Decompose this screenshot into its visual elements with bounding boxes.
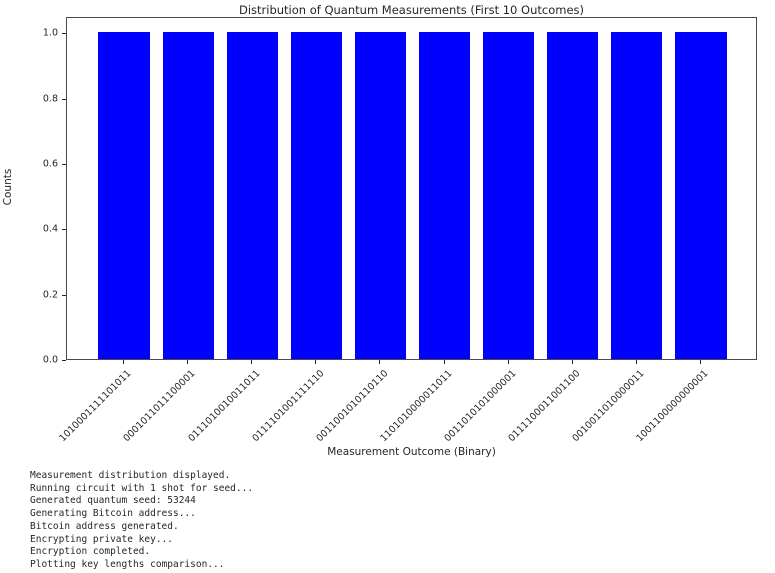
y-tick-label: 0.0 [42,354,58,366]
y-tick-mark [62,360,66,361]
y-axis-label: Counts [2,168,14,206]
x-tick-mark [379,360,381,364]
console-line: Running circuit with 1 shot for seed... [30,482,254,494]
bar [418,32,471,359]
bar [290,32,342,359]
console-line: Encryption completed. [30,546,151,558]
x-tick-mark [507,360,509,364]
chart-title: Distribution of Quantum Measurements (Fi… [238,3,584,17]
console-line: Plotting key lengths comparison... [30,558,225,570]
y-tick-label: 1.0 [42,27,58,39]
y-tick-label: 0.2 [42,289,58,301]
x-tick-mark [187,360,189,364]
x-tick-label: 0111101001111110 [249,368,327,445]
x-tick-label: 0001011011100001 [121,368,198,445]
x-tick-mark [635,360,637,364]
console-line: Generated quantum seed: 53244 [30,495,196,507]
y-tick-mark [62,229,66,231]
x-axis-label: Measurement Outcome (Binary) [327,446,496,458]
x-tick-mark [123,360,125,364]
bar [354,32,407,359]
bar [547,32,599,359]
y-tick-mark [62,294,66,296]
console-line: Measurement distribution displayed. [30,470,231,481]
console-line: Generating Bitcoin address... [30,508,196,520]
bar [611,32,663,359]
x-tick-label: 0010011010000011 [570,368,647,445]
bar [162,32,214,359]
bar [226,32,278,359]
console-line: Bitcoin address generated. [30,520,179,532]
plot-area [66,17,757,360]
x-tick-mark [251,360,253,364]
x-tick-mark [699,360,701,364]
y-tick-mark [62,33,66,35]
x-tick-label: 1010001111101011 [57,368,134,445]
console-line: Encrypting private key... [30,533,173,545]
bar [675,32,727,359]
y-tick-label: 0.8 [42,93,58,105]
bar [98,32,150,359]
y-tick-mark [62,164,66,165]
x-tick-label: 0111010010011011 [185,368,263,445]
x-tick-label: 1001100000000001 [634,368,711,445]
x-tick-label: 1101010000011011 [378,368,455,445]
bar [483,32,535,359]
x-tick-mark [443,360,445,364]
y-tick-label: 0.4 [42,223,58,235]
y-tick-label: 0.6 [42,158,58,170]
x-tick-label: 0111100011001100 [506,368,583,445]
y-tick-mark [62,98,66,100]
x-tick-mark [315,360,317,364]
x-tick-label: 0011001010110110 [314,368,391,445]
x-tick-label: 0011010101000001 [442,368,519,445]
x-tick-mark [571,360,573,364]
console-output: Measurement distribution displayed. Runni… [30,470,253,572]
